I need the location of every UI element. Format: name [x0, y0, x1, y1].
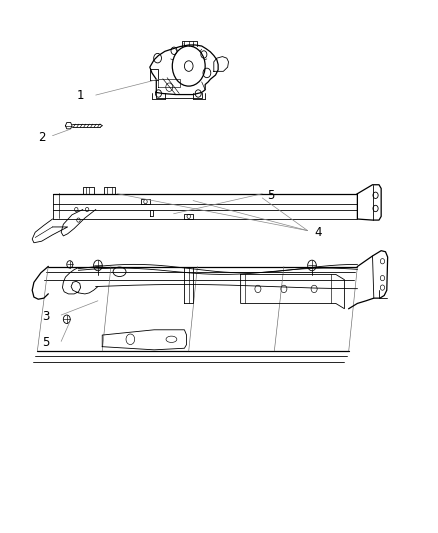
Text: 4: 4: [315, 225, 322, 239]
Text: 3: 3: [42, 310, 49, 323]
Text: 5: 5: [267, 189, 275, 202]
Text: 5: 5: [42, 336, 49, 350]
Text: 2: 2: [38, 131, 46, 144]
Text: 1: 1: [77, 88, 85, 102]
